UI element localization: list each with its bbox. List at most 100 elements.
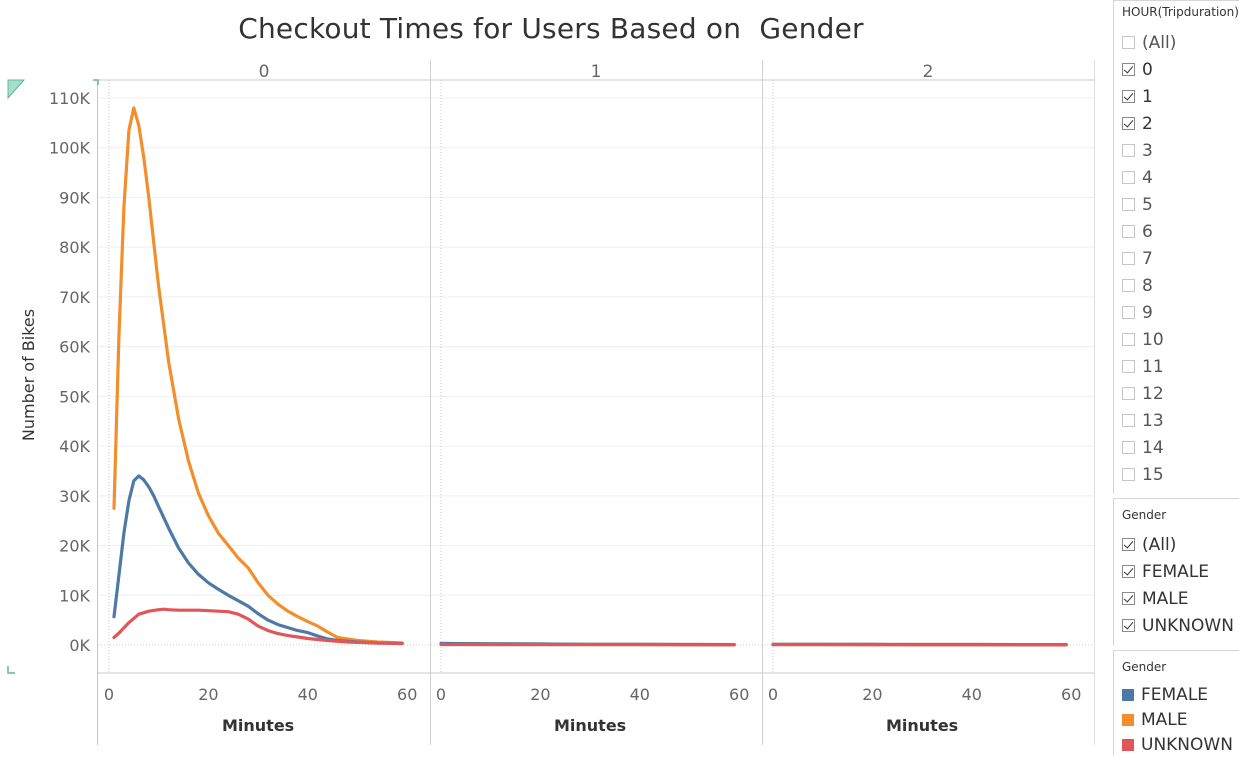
hour-option[interactable]: 3 bbox=[1114, 137, 1239, 164]
y-axis-title: Number of Bikes bbox=[19, 309, 38, 441]
hour-option-label: 10 bbox=[1142, 330, 1164, 350]
facet-header-2: 2 bbox=[923, 62, 934, 82]
hour-option[interactable]: 12 bbox=[1114, 380, 1239, 407]
checkmark-icon bbox=[1124, 63, 1134, 73]
checkbox[interactable] bbox=[1122, 252, 1135, 265]
hour-option-label: 7 bbox=[1142, 249, 1153, 269]
hour-option[interactable]: 1 bbox=[1114, 83, 1239, 110]
hour-option-label: 14 bbox=[1142, 438, 1164, 458]
y-tick-label: 80K bbox=[59, 238, 90, 257]
legend-title: Gender bbox=[1114, 651, 1239, 682]
x-tick-label: 20 bbox=[198, 685, 218, 704]
series-line-female-hour-0 bbox=[114, 476, 402, 644]
gender-option[interactable]: MALE bbox=[1114, 585, 1239, 612]
checkbox[interactable] bbox=[1122, 360, 1135, 373]
gender-option-label: UNKNOWN bbox=[1142, 616, 1234, 636]
legend-item[interactable]: UNKNOWN bbox=[1114, 732, 1239, 757]
hour-option[interactable]: 0 bbox=[1114, 56, 1239, 83]
hour-option[interactable]: 5 bbox=[1114, 191, 1239, 218]
hour-option[interactable]: 2 bbox=[1114, 110, 1239, 137]
checkmark-icon bbox=[1124, 565, 1134, 575]
hour-option[interactable]: 11 bbox=[1114, 353, 1239, 380]
checkbox[interactable] bbox=[1122, 387, 1135, 400]
x-tick-label: 40 bbox=[630, 685, 650, 704]
facet-header-0: 0 bbox=[259, 62, 270, 82]
hour-option[interactable]: 8 bbox=[1114, 272, 1239, 299]
hour-option-label: 4 bbox=[1142, 168, 1153, 188]
checkbox[interactable] bbox=[1122, 279, 1135, 292]
legend-label: UNKNOWN bbox=[1141, 735, 1233, 755]
hour-option[interactable]: 10 bbox=[1114, 326, 1239, 353]
hour-option[interactable]: 4 bbox=[1114, 164, 1239, 191]
checkbox[interactable] bbox=[1122, 144, 1135, 157]
hour-filter-title: HOUR(Tripduration) bbox=[1114, 1, 1239, 25]
x-tick-label: 40 bbox=[298, 685, 318, 704]
x-tick-label: 60 bbox=[1061, 685, 1081, 704]
checkbox[interactable] bbox=[1122, 565, 1135, 578]
gender-option-label: FEMALE bbox=[1142, 562, 1209, 582]
x-tick-label: 60 bbox=[397, 685, 417, 704]
hour-option-label: (All) bbox=[1142, 33, 1176, 53]
y-tick-label: 110K bbox=[49, 89, 91, 108]
checkbox[interactable] bbox=[1122, 333, 1135, 346]
hour-option-label: 8 bbox=[1142, 276, 1153, 296]
checkbox[interactable] bbox=[1122, 619, 1135, 632]
hour-option[interactable]: 15 bbox=[1114, 461, 1239, 488]
checkbox[interactable] bbox=[1122, 63, 1135, 76]
hour-option[interactable]: (All) bbox=[1114, 29, 1239, 56]
hour-option[interactable]: 13 bbox=[1114, 407, 1239, 434]
y-tick-label: 30K bbox=[59, 487, 90, 506]
checkmark-icon bbox=[1124, 538, 1134, 548]
gender-option[interactable]: FEMALE bbox=[1114, 558, 1239, 585]
legend-label: MALE bbox=[1141, 710, 1188, 730]
y-tick-label: 100K bbox=[49, 139, 91, 158]
checkbox[interactable] bbox=[1122, 441, 1135, 454]
checkbox[interactable] bbox=[1122, 171, 1135, 184]
hour-option-label: 13 bbox=[1142, 411, 1164, 431]
corner-marker-top bbox=[8, 80, 24, 98]
checkbox[interactable] bbox=[1122, 198, 1135, 211]
checkbox[interactable] bbox=[1122, 90, 1135, 103]
x-tick-label: 40 bbox=[962, 685, 982, 704]
hour-option[interactable]: 14 bbox=[1114, 434, 1239, 461]
hour-option-label: 2 bbox=[1142, 114, 1153, 134]
checkbox[interactable] bbox=[1122, 468, 1135, 481]
checkbox[interactable] bbox=[1122, 414, 1135, 427]
gender-option-label: MALE bbox=[1142, 589, 1189, 609]
hour-option-label: 5 bbox=[1142, 195, 1153, 215]
gender-option-label: (All) bbox=[1142, 535, 1176, 555]
corner-marker-bottom bbox=[8, 666, 15, 673]
x-axis-title: Minutes bbox=[554, 716, 626, 735]
legend-swatch bbox=[1122, 739, 1134, 751]
x-axis-title: Minutes bbox=[222, 716, 294, 735]
checkbox[interactable] bbox=[1122, 36, 1135, 49]
hour-option[interactable]: 9 bbox=[1114, 299, 1239, 326]
hour-option-label: 0 bbox=[1142, 60, 1153, 80]
x-tick-label: 0 bbox=[768, 685, 778, 704]
checkbox[interactable] bbox=[1122, 306, 1135, 319]
gender-color-legend: Gender FEMALE MALE UNKNOWN bbox=[1113, 650, 1239, 756]
y-tick-label: 0K bbox=[69, 636, 90, 655]
checkbox[interactable] bbox=[1122, 225, 1135, 238]
x-tick-label: 20 bbox=[530, 685, 550, 704]
checkmark-icon bbox=[1124, 619, 1134, 629]
legend-item[interactable]: FEMALE bbox=[1114, 682, 1239, 707]
gender-option[interactable]: (All) bbox=[1114, 531, 1239, 558]
hour-option[interactable]: 7 bbox=[1114, 245, 1239, 272]
checkbox[interactable] bbox=[1122, 117, 1135, 130]
hour-option[interactable]: 6 bbox=[1114, 218, 1239, 245]
checkbox[interactable] bbox=[1122, 538, 1135, 551]
legend-label: FEMALE bbox=[1141, 685, 1208, 705]
y-tick-label: 60K bbox=[59, 338, 90, 357]
legend-swatch bbox=[1122, 689, 1134, 701]
gender-option[interactable]: UNKNOWN bbox=[1114, 612, 1239, 639]
y-tick-label: 10K bbox=[59, 586, 90, 605]
y-tick-label: 90K bbox=[59, 188, 90, 207]
checkbox[interactable] bbox=[1122, 592, 1135, 605]
checkmark-icon bbox=[1124, 592, 1134, 602]
hour-option-label: 12 bbox=[1142, 384, 1164, 404]
x-tick-label: 0 bbox=[436, 685, 446, 704]
legend-item[interactable]: MALE bbox=[1114, 707, 1239, 732]
